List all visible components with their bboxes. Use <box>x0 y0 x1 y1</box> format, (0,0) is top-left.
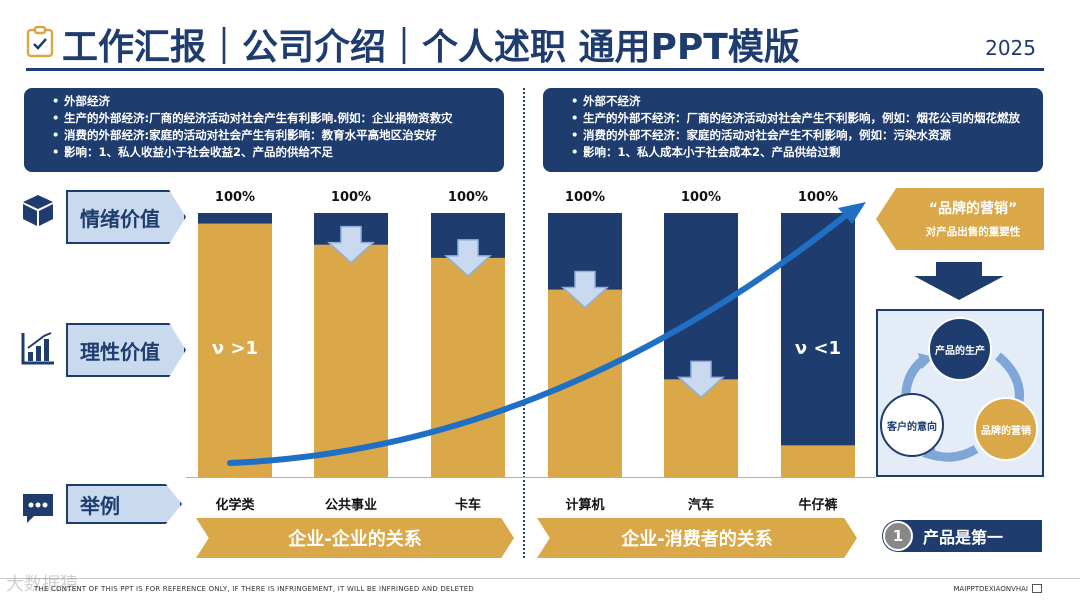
row-label-rational: 理性价值 <box>66 323 186 377</box>
external-economy-box: 外部经济 生产的外部经济:厂商的经济活动对社会产生有利影响.例如：企业捐物资救灾… <box>24 88 504 172</box>
category-label: 汽车 <box>687 498 714 513</box>
bar-segment-gold <box>548 289 622 477</box>
product-first-badge: 1 产品是第一 <box>882 520 1042 552</box>
brand-subtitle: 对产品出售的重要性 <box>925 226 1021 238</box>
chart-baseline <box>186 477 876 478</box>
cycle-node-marketing: 品牌的营销 <box>974 397 1038 461</box>
bar-segment-gold <box>781 445 855 477</box>
category-label: 化学类 <box>215 498 255 513</box>
bar-total-label: 100% <box>797 190 839 205</box>
footer-rule <box>0 578 1080 579</box>
brand-marketing-banner: “品牌的营销” 对产品出售的重要性 <box>876 188 1044 250</box>
bar-total-label: 100% <box>564 190 606 205</box>
footer-logo-icon <box>1032 584 1042 593</box>
clipboard-check-icon <box>26 26 54 58</box>
bar-total-label: 100% <box>680 190 722 205</box>
chart-canvas <box>198 213 855 477</box>
badge-label: 产品是第一 <box>923 528 1004 547</box>
row-label-emotional: 情绪价值 <box>66 190 186 244</box>
info-right-item: 影响：1、私人成本小于社会成本2、产品供给过剩 <box>571 145 1029 160</box>
category-label: 卡车 <box>454 498 481 513</box>
brand-title: “品牌的营销” <box>928 201 1018 217</box>
external-diseconomy-box: 外部不经济 生产的外部不经济：厂商的经济活动对社会产生不利影响，例如：烟花公司的… <box>543 88 1043 172</box>
badge-number: 1 <box>883 521 913 551</box>
info-right-item: 生产的外部不经济：厂商的经济活动对社会产生不利影响，例如：烟花公司的烟花燃放 <box>571 111 1029 126</box>
footer-brand: MAIPPTDEXIAONVHAI <box>953 585 1028 593</box>
watermark: 大数据猿 <box>6 574 78 595</box>
category-label: 计算机 <box>565 498 605 513</box>
page-title: 工作汇报｜公司介绍｜个人述职 通用PPT模版 <box>62 27 800 68</box>
stacked-bar-chart <box>186 186 866 486</box>
group-bar-b2b: 企业-企业的关系 <box>196 518 514 558</box>
footer-disclaimer: THE CONTENT OF THIS PPT IS FOR REFERENCE… <box>34 585 474 593</box>
category-label: 牛仔裤 <box>798 498 838 513</box>
year-label: 2025 <box>985 36 1036 60</box>
bar-total-label: 100% <box>214 190 256 205</box>
bar-segment-gold <box>431 257 505 477</box>
group-bar-b2c: 企业-消费者的关系 <box>537 518 857 558</box>
cycle-diagram: 产品的生产 品牌的营销 客户的意向 <box>876 309 1044 477</box>
elasticity-annotation-left: ν >1 <box>211 338 259 359</box>
box-icon <box>23 195 53 226</box>
info-right-item: 外部不经济 <box>571 94 1029 109</box>
info-left-item: 外部经济 <box>52 94 490 109</box>
bar-segment-gold <box>314 244 388 477</box>
cycle-node-intent: 客户的意向 <box>880 393 944 457</box>
info-left-item: 生产的外部经济:厂商的经济活动对社会产生有利影响.例如：企业捐物资救灾 <box>52 111 490 126</box>
down-arrow-icon <box>914 262 1004 300</box>
category-label: 公共事业 <box>324 498 377 513</box>
info-right-item: 消费的外部不经济：家庭的活动对社会产生不利影响，例如：污染水资源 <box>571 128 1029 143</box>
cycle-node-production: 产品的生产 <box>928 317 992 381</box>
bar-total-label: 100% <box>447 190 489 205</box>
elasticity-annotation-right: ν <1 <box>794 338 842 359</box>
header-rule <box>26 68 1044 71</box>
info-left-item: 影响：1、私人收益小于社会收益2、产品的供给不足 <box>52 145 490 160</box>
bar-total-label: 100% <box>330 190 372 205</box>
row-label-example: 举例 <box>66 484 182 524</box>
info-left-item: 消费的外部经济:家庭的活动对社会产生有利影响：教育水平高地区治安好 <box>52 128 490 143</box>
chat-bubble-icon <box>23 494 53 523</box>
bar-chart-icon <box>21 332 54 365</box>
